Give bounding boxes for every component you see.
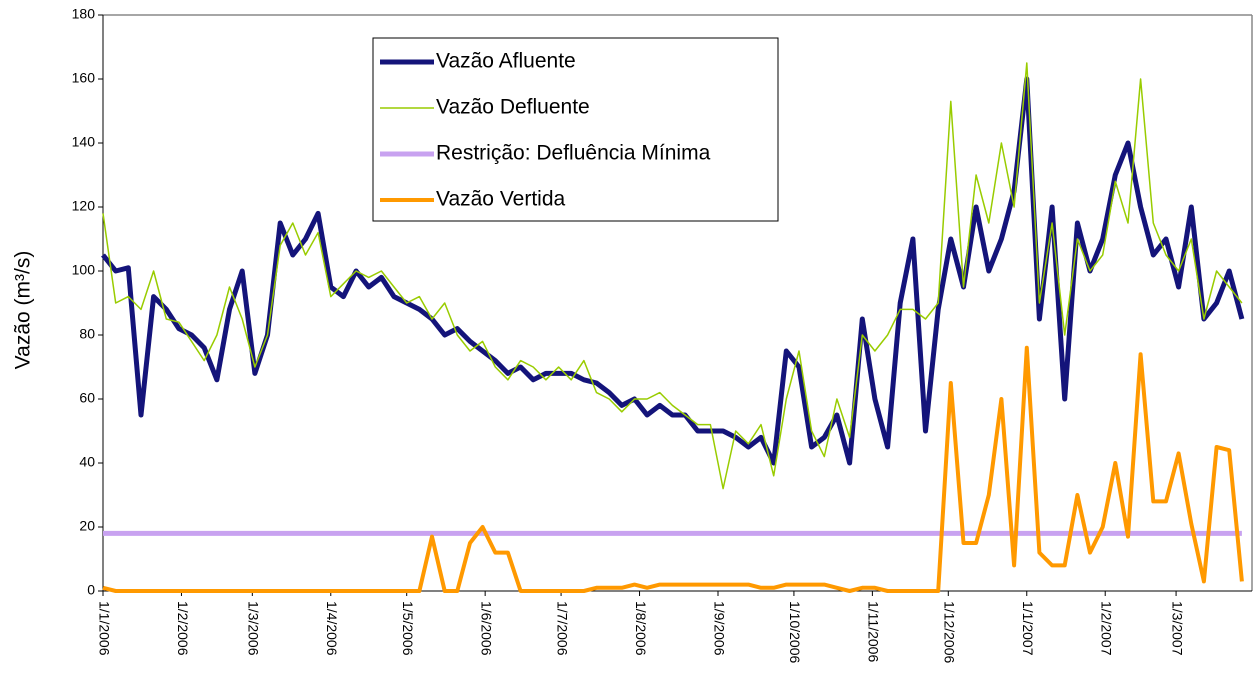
series-line [101,76,1245,466]
x-tick-label: 1/9/2006 [711,601,727,656]
x-tick-label: 1/3/2006 [246,601,262,656]
y-axis-label: Vazão (m³/s) [12,251,35,370]
series-line [102,345,1244,593]
x-tick-label: 1/12/2006 [942,601,958,663]
x-tick-label: 1/8/2006 [633,601,649,656]
x-tick-label: 1/5/2006 [400,601,416,656]
series-line [102,62,1243,490]
y-tick-label: 40 [79,454,95,470]
y-tick-label: 160 [72,70,96,86]
x-tick-label: 1/11/2006 [866,601,882,662]
y-tick-label: 120 [72,198,96,214]
y-tick-label: 140 [72,134,96,150]
legend-box [372,37,779,222]
x-tick-label: 1/2/2006 [175,601,191,656]
x-tick-label: 1/10/2006 [787,601,803,663]
y-tick-label: 100 [72,262,96,278]
x-tick-label: 1/7/2006 [554,601,570,656]
x-tick-label: 1/3/2007 [1169,601,1185,656]
x-tick-label: 1/6/2006 [478,601,494,656]
y-tick-label: 60 [79,390,95,406]
legend-label: Restrição: Defluência Mínima [436,142,711,165]
legend-label: Vazão Vertida [436,188,566,211]
legend-label: Vazão Defluente [436,96,590,119]
legend: Vazão Afluente Vazão Defluente Restrição: … [372,37,779,222]
legend-label: Vazão Afluente [436,50,576,73]
x-tick-label: 1/2/2007 [1099,601,1115,656]
x-tick-label: 1/1/2006 [96,601,112,656]
y-tick-label: 20 [79,518,95,534]
y-tick-label: 80 [79,326,95,342]
y-tick-label: 0 [87,582,95,598]
x-tick-label: 1/4/2006 [324,601,340,656]
x-tick-label: 1/1/2007 [1020,601,1036,656]
y-tick-label: 180 [72,6,96,22]
